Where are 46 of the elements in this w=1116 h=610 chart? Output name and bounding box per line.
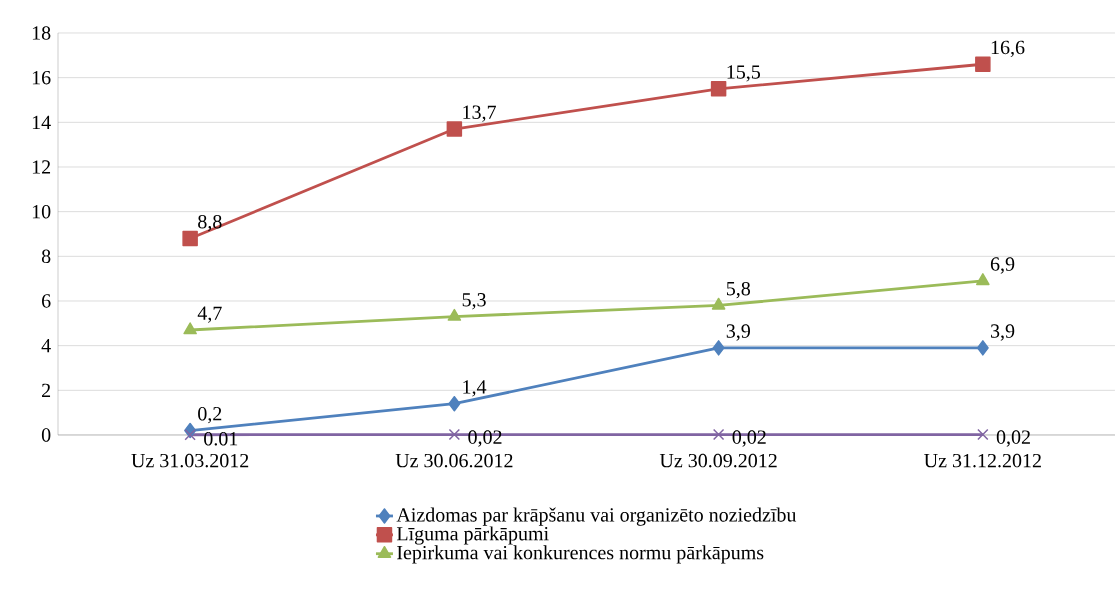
data-label: 0,2 [198,406,222,424]
data-label: 4,7 [197,306,222,323]
point [975,56,991,72]
y-tick-label: 12 [32,160,51,174]
data-label: 0.01 [204,431,238,446]
data-label: 6,9 [990,257,1015,274]
data-label: 1,4 [463,380,487,397]
x-tick-label: Uz 30.06.2012 [395,453,513,468]
data-label: 0,02 [996,430,1030,447]
y-tick-label: 6 [42,294,51,308]
x-tick-label: Uz 31.12.2012 [924,453,1041,468]
y-tick-label: 18 [32,26,51,40]
point [977,428,989,441]
data-label: 8,8 [198,214,222,232]
point [710,81,727,97]
data-label: 5,8 [726,281,751,299]
point [182,230,198,247]
data-label: 5,3 [462,293,486,310]
point [711,297,726,310]
y-tick-label: 16 [32,70,51,85]
data-label: 3,9 [726,324,750,341]
y-tick-label: 8 [41,249,51,264]
point [448,395,461,412]
data-label: 16,6 [991,40,1025,58]
point [448,428,461,441]
y-tick-label: 14 [32,115,51,129]
x-tick-label: Uz 30.09.2012 [659,453,777,468]
legend-label: Līguma pārkāpumi [396,526,549,545]
x-tick-label: Uz 31.03.2012 [131,453,249,468]
data-label: 15,5 [727,65,761,82]
point [976,273,990,286]
y-tick-label: 2 [42,383,51,397]
y-tick-label: 0 [41,428,51,442]
legend-label: Aizdomas par krāpšanu vai organizēto noziedzību [396,507,797,526]
point [712,340,725,356]
point [184,429,196,441]
data-label: 13,7 [463,105,496,122]
y-tick-label: 4 [41,339,51,353]
y-tick-label: 10 [32,204,51,219]
point [446,121,463,137]
point [183,322,197,335]
data-label: 3,9 [991,324,1015,341]
point [976,340,989,356]
point [712,428,725,441]
point [447,308,462,321]
legend-label: Iepirkuma vai konkurences normu pārkāpums [397,545,764,564]
